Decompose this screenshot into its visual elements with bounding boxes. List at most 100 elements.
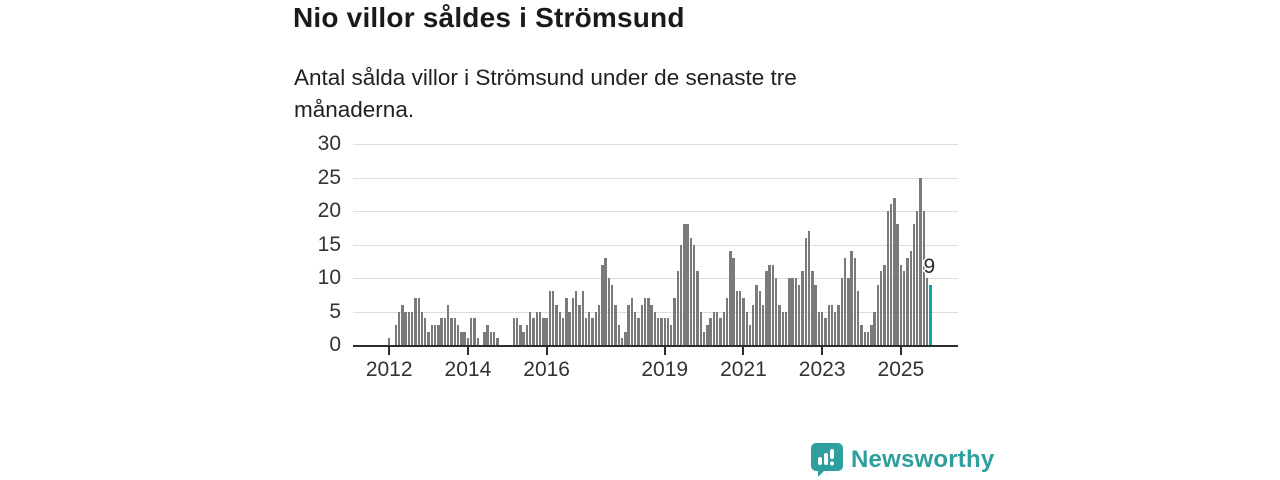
y-axis-label: 25	[317, 165, 341, 189]
bar	[902, 271, 906, 345]
bar	[716, 311, 719, 345]
bar	[817, 311, 821, 345]
bar	[594, 311, 598, 345]
bar	[686, 224, 689, 345]
x-axis-tick	[663, 347, 666, 355]
bar	[476, 338, 479, 345]
bar	[837, 304, 840, 345]
bar	[775, 278, 778, 345]
x-axis-label: 2012	[365, 358, 413, 381]
bar	[617, 324, 620, 345]
bar	[535, 311, 538, 345]
bar	[906, 257, 909, 345]
bar	[552, 291, 555, 345]
bar	[561, 318, 565, 345]
x-axis-tick	[899, 347, 902, 355]
x-axis-label: 2019	[641, 358, 689, 381]
page-title: Nio villor såldes i Strömsund	[293, 2, 685, 33]
bar	[637, 318, 640, 345]
x-axis-label: 2025	[877, 358, 925, 381]
bar	[473, 318, 476, 345]
bar	[742, 298, 745, 345]
bar	[761, 304, 765, 345]
y-axis-label: 10	[317, 266, 341, 289]
bar	[738, 291, 742, 345]
bar	[702, 331, 706, 345]
bar	[693, 244, 696, 345]
bar	[548, 291, 552, 345]
bar	[827, 304, 830, 345]
bar	[771, 264, 775, 345]
bar	[486, 324, 489, 345]
x-axis-tick	[466, 347, 469, 355]
bar	[466, 338, 470, 345]
bar	[574, 291, 578, 345]
brand-footer: Newsworthy	[810, 442, 994, 478]
y-axis-label: 5	[329, 299, 341, 323]
bar	[489, 331, 493, 345]
gridline	[353, 177, 958, 179]
bar	[765, 271, 768, 345]
bar	[401, 304, 404, 345]
bar	[420, 311, 424, 345]
bar	[492, 331, 496, 345]
bar	[453, 318, 456, 345]
bar	[417, 298, 420, 345]
gridline	[353, 144, 958, 145]
bar	[463, 331, 466, 345]
bar	[529, 311, 532, 345]
bar	[614, 304, 617, 345]
bar	[407, 311, 411, 345]
bar	[538, 311, 542, 345]
bar	[430, 324, 434, 345]
x-axis-tick	[388, 347, 391, 355]
bar	[640, 304, 643, 345]
bar	[778, 304, 781, 345]
bar	[814, 284, 817, 345]
bar	[578, 304, 581, 345]
bar	[647, 298, 650, 345]
bar	[706, 324, 709, 345]
bar	[519, 324, 522, 345]
bar	[801, 271, 804, 345]
bar	[597, 304, 601, 345]
bar	[456, 324, 460, 345]
brand-name: Newsworthy	[851, 446, 995, 473]
bar	[689, 237, 693, 345]
bar	[847, 278, 850, 345]
bar	[748, 324, 752, 345]
bar	[863, 331, 866, 345]
bar	[424, 318, 427, 345]
bar	[843, 257, 847, 345]
bar	[729, 251, 732, 345]
bar	[870, 324, 873, 345]
gridline	[353, 211, 958, 212]
bar	[607, 278, 611, 345]
bar	[755, 284, 758, 345]
bar	[532, 318, 535, 345]
bar	[522, 331, 525, 345]
bar	[545, 318, 548, 345]
bar	[584, 318, 588, 345]
bar	[893, 197, 896, 345]
bar	[611, 284, 614, 345]
bar	[581, 291, 584, 345]
y-axis-label: 20	[317, 199, 341, 222]
highlighted-bar	[929, 284, 932, 345]
last-value-annotation: 9	[923, 254, 936, 278]
bar	[660, 318, 663, 345]
bar	[663, 318, 666, 345]
bar	[630, 298, 634, 345]
bar	[912, 224, 916, 345]
bar	[555, 304, 558, 345]
bar	[712, 311, 716, 345]
bar	[542, 318, 545, 345]
bar	[571, 298, 575, 345]
bar	[857, 291, 860, 345]
bar	[568, 311, 571, 345]
bar	[830, 304, 834, 345]
bar	[794, 278, 798, 345]
bar	[889, 204, 893, 345]
bar	[604, 257, 607, 345]
bar	[620, 338, 624, 345]
